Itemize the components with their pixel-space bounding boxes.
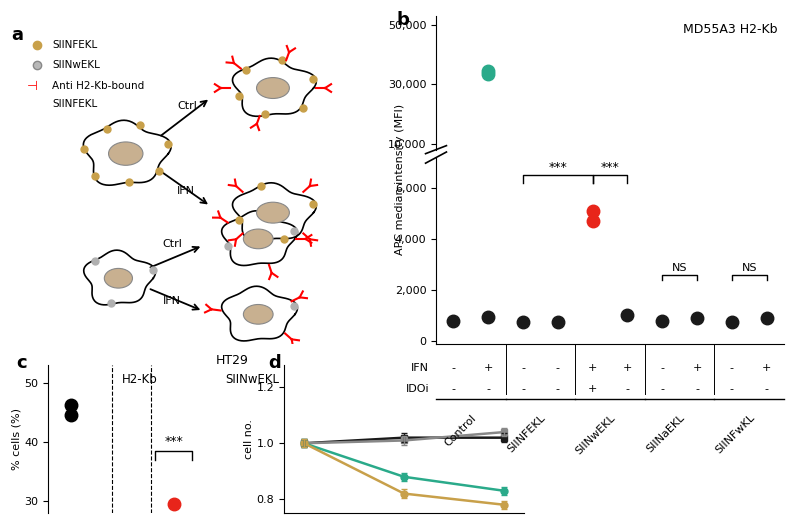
Text: SIINFEKL: SIINFEKL <box>506 413 547 454</box>
Text: ***: *** <box>164 435 183 448</box>
Text: -: - <box>556 384 560 394</box>
Text: -: - <box>556 363 560 372</box>
Text: SIINFEKL: SIINFEKL <box>52 99 98 110</box>
Text: +: + <box>483 363 493 372</box>
Text: -: - <box>695 384 699 394</box>
Text: APC median intensity (MFI): APC median intensity (MFI) <box>395 104 405 256</box>
Text: +: + <box>692 363 702 372</box>
Text: a: a <box>12 26 24 44</box>
Y-axis label: % cells (%): % cells (%) <box>11 408 22 470</box>
Text: -: - <box>765 384 769 394</box>
Ellipse shape <box>104 268 133 288</box>
Text: NS: NS <box>742 263 757 273</box>
Text: -: - <box>451 363 455 372</box>
Polygon shape <box>222 211 298 266</box>
Text: +: + <box>588 384 598 394</box>
Text: MD55A3 H2-Kb: MD55A3 H2-Kb <box>682 23 777 35</box>
Ellipse shape <box>257 202 290 223</box>
Polygon shape <box>84 250 155 305</box>
Text: Ctrl: Ctrl <box>178 101 197 111</box>
Text: Anti H2-Kb-bound: Anti H2-Kb-bound <box>52 81 145 92</box>
Text: SIINwEKL: SIINwEKL <box>574 413 617 456</box>
Text: b: b <box>396 11 409 29</box>
Text: IFN: IFN <box>162 296 181 306</box>
Text: -: - <box>521 384 525 394</box>
Text: SIINwEKL: SIINwEKL <box>52 60 100 70</box>
Text: IFN: IFN <box>411 363 429 372</box>
Text: NS: NS <box>672 263 687 273</box>
Text: c: c <box>16 354 26 372</box>
Text: +: + <box>622 363 632 372</box>
Ellipse shape <box>243 305 273 324</box>
Polygon shape <box>233 183 316 241</box>
Text: Ctrl: Ctrl <box>162 239 182 249</box>
Ellipse shape <box>109 142 143 165</box>
Text: IDOi: IDOi <box>406 384 429 394</box>
Text: ***: *** <box>549 161 567 174</box>
Text: H2-Kb: H2-Kb <box>122 373 158 386</box>
Text: SIINwEKL: SIINwEKL <box>225 373 279 386</box>
Ellipse shape <box>257 78 290 98</box>
Text: -: - <box>660 384 664 394</box>
Text: ⊣: ⊣ <box>26 80 38 93</box>
Text: -: - <box>730 384 734 394</box>
Text: -: - <box>451 384 455 394</box>
Text: -: - <box>521 363 525 372</box>
Text: Control: Control <box>442 413 478 448</box>
Text: -: - <box>730 363 734 372</box>
Text: -: - <box>486 384 490 394</box>
Text: SIINFwKL: SIINFwKL <box>713 413 756 456</box>
Text: -: - <box>660 363 664 372</box>
Text: ***: *** <box>601 161 619 174</box>
Text: SIINaEKL: SIINaEKL <box>645 413 686 454</box>
Polygon shape <box>222 286 298 341</box>
Text: +: + <box>762 363 771 372</box>
Text: HT29: HT29 <box>215 354 249 368</box>
Text: -: - <box>626 384 630 394</box>
Text: SIINFEKL: SIINFEKL <box>52 40 98 50</box>
Text: +: + <box>588 363 598 372</box>
Y-axis label: cell no.: cell no. <box>244 419 254 459</box>
Text: IFN: IFN <box>178 186 195 196</box>
Ellipse shape <box>243 229 273 249</box>
Polygon shape <box>83 120 171 185</box>
Text: d: d <box>268 354 281 372</box>
Polygon shape <box>233 58 316 116</box>
